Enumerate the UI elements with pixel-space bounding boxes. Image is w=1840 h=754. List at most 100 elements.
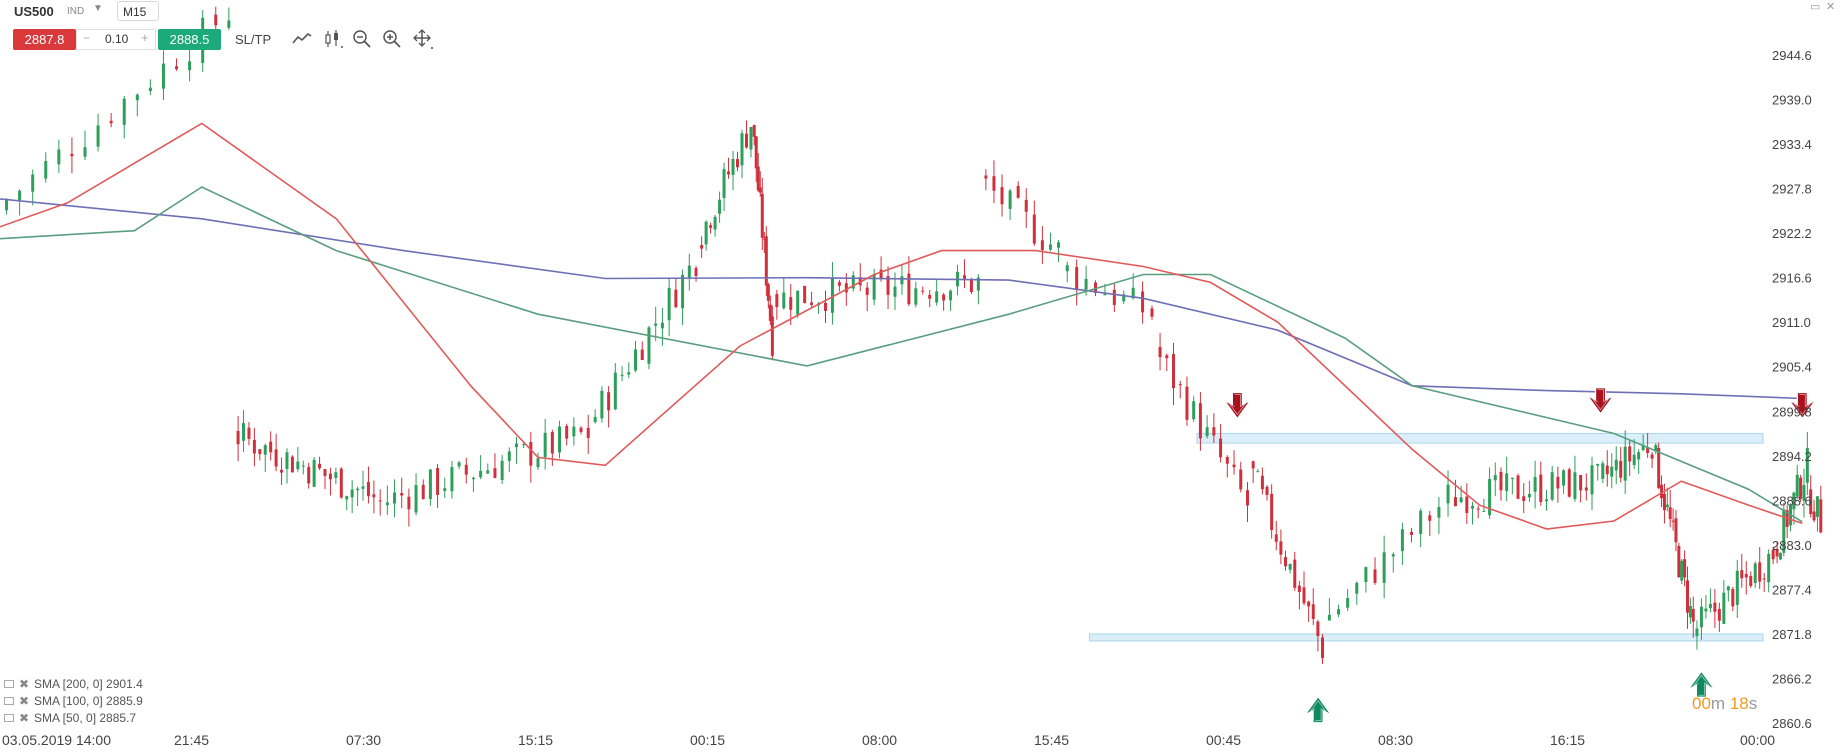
candle-down	[752, 125, 756, 137]
candle-down	[1465, 496, 1469, 514]
candle-up	[312, 459, 316, 487]
candle-down	[70, 153, 74, 157]
candle-up	[1782, 509, 1786, 553]
candle-down	[1657, 447, 1661, 489]
candle-down	[1812, 511, 1816, 521]
candle-up	[949, 290, 953, 301]
close-icon[interactable]: ✕	[1826, 1, 1836, 13]
sltp-button[interactable]: SL/TP	[235, 32, 272, 47]
qty-plus-button[interactable]: +	[141, 30, 149, 45]
candle-down	[1000, 187, 1004, 205]
candle-up	[1419, 510, 1423, 534]
candle-up	[1256, 471, 1260, 473]
zoom-out-icon[interactable]	[351, 28, 373, 50]
x-tick-label: 15:45	[1034, 732, 1069, 748]
candle-down	[1771, 549, 1775, 560]
legend-label: SMA [100, 0] 2885.9	[34, 694, 143, 708]
candle-down	[1165, 355, 1169, 359]
candle-up	[543, 432, 547, 458]
x-tick-label: 00:00	[1740, 732, 1775, 748]
candle-down	[1212, 427, 1216, 436]
candle-down	[1674, 518, 1678, 543]
countdown-seconds-unit: s	[1748, 694, 1758, 713]
timeframe-select[interactable]: M15	[117, 1, 159, 21]
candle-down	[754, 136, 758, 169]
candle-down	[1668, 507, 1672, 520]
candle-down	[1453, 497, 1457, 507]
sell-button[interactable]: 2887.8	[13, 29, 76, 50]
candle-up	[1641, 444, 1645, 451]
candle-down	[407, 496, 411, 510]
candle-down	[1225, 456, 1229, 464]
buy-button[interactable]: 2888.5	[158, 29, 221, 50]
candle-up	[1632, 454, 1636, 465]
candle-up	[361, 486, 365, 489]
indicator-settings-icon[interactable]	[4, 680, 14, 688]
y-tick-label: 2922.2	[1772, 226, 1812, 241]
zoom-in-icon[interactable]	[381, 28, 403, 50]
candle-down	[775, 294, 779, 308]
quantity-stepper[interactable]: − 0.10 +	[76, 29, 156, 50]
candle-up	[872, 274, 876, 300]
candle-up	[443, 488, 447, 492]
symbol-dropdown-icon[interactable]: ▼	[93, 3, 103, 14]
x-tick-label: 16:15	[1550, 732, 1585, 748]
candle-down	[1270, 493, 1274, 531]
candle-up	[1726, 586, 1730, 591]
indicator-settings-icon[interactable]	[4, 697, 14, 705]
crosshair-icon[interactable]	[412, 28, 434, 50]
sell-signal-arrow-icon	[1223, 391, 1251, 420]
candle-down	[269, 441, 273, 453]
candle-up	[620, 374, 624, 376]
candle-up	[722, 169, 726, 199]
candle-up	[1533, 476, 1537, 492]
candle-up	[1680, 560, 1684, 581]
candle-up	[704, 221, 708, 245]
line-chart-icon[interactable]	[291, 28, 313, 50]
candle-up	[414, 485, 418, 513]
arrow-highlight	[1229, 394, 1246, 416]
x-tick-label: 00:15	[690, 732, 725, 748]
arrow-highlight	[1793, 394, 1811, 416]
candle-down	[421, 484, 425, 500]
legend-item-sma200[interactable]: ✖ SMA [200, 0] 2901.4	[4, 676, 143, 693]
minimize-icon[interactable]: ▭	[1810, 1, 1821, 13]
indicator-settings-icon[interactable]	[4, 714, 14, 722]
candle-up	[613, 372, 617, 410]
candle-down	[1141, 291, 1145, 313]
candle-down	[1040, 240, 1044, 250]
candle-down	[579, 427, 583, 432]
candle-down	[252, 439, 256, 454]
remove-indicator-icon[interactable]: ✖	[19, 677, 30, 691]
symbol-name[interactable]: US500	[14, 4, 54, 19]
remove-indicator-icon[interactable]: ✖	[19, 694, 30, 708]
x-tick-label: 08:00	[862, 732, 897, 748]
candle-down	[1178, 384, 1182, 386]
candle-up	[893, 286, 897, 297]
candle-down	[1775, 549, 1779, 557]
candle-down	[1321, 637, 1325, 659]
candlestick-icon[interactable]	[322, 28, 344, 50]
candle-down	[1198, 403, 1202, 439]
qty-minus-button[interactable]: −	[83, 31, 91, 45]
remove-indicator-icon[interactable]: ✖	[19, 711, 30, 725]
candle-up	[1767, 553, 1771, 583]
qty-value[interactable]: 0.10	[105, 32, 129, 46]
candle-up	[1573, 472, 1577, 500]
candle-up	[457, 462, 461, 467]
sma100-line	[0, 186, 1803, 523]
candle-down	[1567, 469, 1571, 497]
candle-up	[1688, 605, 1692, 618]
candle-up	[796, 290, 800, 315]
legend-item-sma50[interactable]: ✖ SMA [50, 0] 2885.7	[4, 710, 143, 727]
arrow-highlight	[1693, 674, 1710, 696]
candle-up	[1735, 570, 1739, 605]
candle-down	[307, 466, 311, 484]
candle-down	[789, 297, 793, 310]
legend-item-sma100[interactable]: ✖ SMA [100, 0] 2885.9	[4, 693, 143, 710]
candle-down	[1172, 354, 1176, 389]
candle-up	[1815, 496, 1819, 517]
candle-up	[1505, 473, 1509, 492]
x-tick-label: 21:45	[174, 732, 209, 748]
